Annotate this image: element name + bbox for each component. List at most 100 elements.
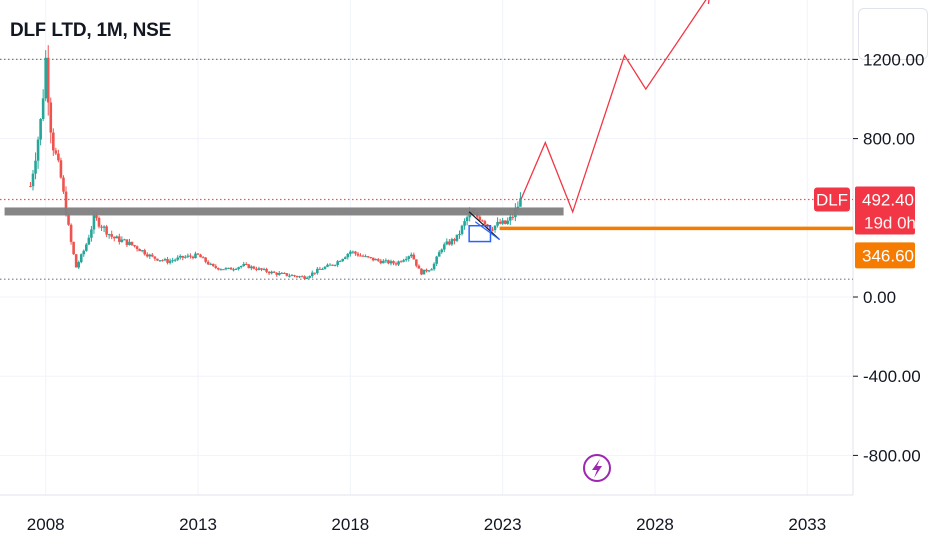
candle-body — [168, 260, 172, 263]
candle-body — [54, 150, 58, 154]
candle-body — [74, 254, 78, 268]
top-right-widget[interactable] — [858, 8, 928, 60]
candle-body — [303, 276, 306, 279]
candle-body — [77, 262, 80, 268]
candle-body — [59, 160, 63, 178]
candle-body — [356, 253, 360, 256]
candle-body — [300, 276, 304, 278]
candle-body — [252, 266, 256, 269]
candle-body — [229, 267, 233, 270]
candle-body — [338, 261, 342, 263]
last-price-tag — [855, 186, 915, 235]
candle-body — [420, 268, 423, 275]
symbol-tag — [814, 187, 850, 212]
candle-body — [95, 215, 98, 218]
candle-body — [166, 259, 169, 263]
candle-body — [156, 258, 159, 261]
candle-body — [432, 263, 436, 270]
candle-body — [163, 259, 167, 261]
candle-body — [404, 258, 408, 261]
candle-body — [417, 265, 421, 269]
candle-body — [445, 241, 449, 245]
candle-body — [501, 220, 504, 224]
candle-body — [145, 254, 149, 257]
candle-body — [262, 268, 266, 270]
candle-body — [90, 229, 93, 238]
candle-body — [72, 241, 75, 255]
candle-body — [310, 272, 314, 277]
candle-body — [374, 259, 378, 261]
y-tick-label: 0.00 — [863, 288, 896, 307]
x-tick-label: 2028 — [636, 515, 674, 534]
y-tick-label: -400.00 — [863, 367, 921, 386]
candle-body — [384, 260, 388, 262]
price-axis: 1200.00 800.00 0.00 -400.00 -800.00 — [853, 50, 924, 465]
candle-body — [298, 276, 301, 278]
candle-body — [493, 225, 497, 230]
candle-body — [115, 236, 119, 239]
candle-body — [328, 264, 332, 266]
candle-body — [359, 255, 362, 257]
candle-body — [171, 260, 174, 262]
candle-body — [341, 258, 345, 262]
candle-body — [336, 261, 339, 265]
candle-body — [458, 233, 461, 235]
candle-body — [151, 254, 154, 257]
candle-body — [519, 198, 522, 207]
candle-body — [503, 220, 507, 224]
candle-body — [110, 234, 114, 237]
candle-body — [343, 257, 347, 259]
candle-body — [331, 264, 334, 266]
candle-body — [491, 229, 494, 231]
candle-body — [67, 215, 70, 225]
candle-body — [102, 226, 106, 228]
candle-body — [506, 220, 510, 224]
candle-body — [455, 234, 459, 241]
candle-body — [409, 254, 413, 257]
candle-body — [437, 252, 441, 257]
candle-body — [196, 253, 200, 255]
candle-body — [496, 221, 499, 226]
candle-body — [199, 254, 202, 258]
candle-body — [133, 245, 136, 247]
candle-body — [448, 241, 451, 245]
candle-body — [288, 275, 291, 277]
candle-body — [290, 275, 294, 277]
candle-body — [257, 268, 261, 270]
candle-body — [204, 257, 207, 262]
candle-body — [135, 246, 139, 249]
candle-body — [41, 98, 45, 119]
candle-body — [323, 266, 327, 269]
candle-body — [191, 256, 195, 259]
candle-body — [483, 221, 487, 225]
candle-body — [118, 236, 121, 242]
candle-body — [272, 271, 276, 273]
candle-body — [181, 255, 185, 258]
candle-body — [173, 259, 177, 261]
candle-body — [161, 260, 164, 262]
candle-body — [308, 276, 312, 278]
candle-body — [453, 239, 456, 241]
candle-body — [508, 216, 512, 221]
x-tick-label: 2018 — [331, 515, 369, 534]
candle-body — [49, 102, 53, 133]
candle-body — [463, 221, 466, 226]
candle-body — [239, 266, 243, 268]
candle-body — [244, 263, 248, 265]
candle-body — [376, 259, 380, 261]
candle-body — [57, 153, 60, 161]
candle-body — [214, 266, 218, 268]
pattern-trendline-blue — [474, 221, 500, 241]
candle-body — [478, 216, 482, 221]
candle-body — [36, 139, 40, 161]
support-price-value: 346.60 — [862, 246, 914, 265]
candle-body — [366, 256, 370, 258]
alert-icon[interactable] — [583, 454, 611, 482]
projection-path — [520, 0, 707, 214]
candle-body — [293, 275, 296, 277]
candle-body — [92, 215, 96, 230]
candle-body — [382, 260, 385, 264]
candle-body — [211, 263, 215, 267]
resistance-zone — [4, 207, 564, 216]
